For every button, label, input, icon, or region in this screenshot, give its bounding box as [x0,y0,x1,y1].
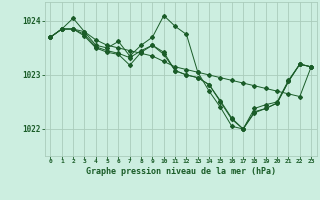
X-axis label: Graphe pression niveau de la mer (hPa): Graphe pression niveau de la mer (hPa) [86,167,276,176]
